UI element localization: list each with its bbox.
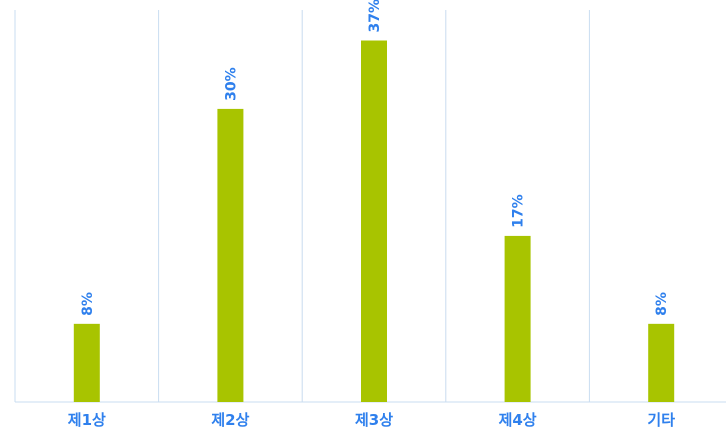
category-label-2: 제2상: [211, 411, 249, 429]
category-label-5: 기타: [647, 411, 675, 429]
data-label-4: 17%: [511, 194, 527, 228]
bars: [73, 40, 675, 403]
category-label-1: 제1상: [68, 411, 106, 429]
data-label-2: 30%: [223, 67, 239, 101]
data-label-1: 8%: [80, 292, 96, 316]
bar-4: [504, 235, 531, 402]
bar-1: [73, 323, 100, 402]
bar-3: [361, 40, 387, 402]
bar-2: [217, 108, 244, 403]
data-label-5: 8%: [654, 292, 670, 316]
bar-5: [648, 323, 675, 402]
category-label-3: 제3상: [355, 411, 393, 429]
data-labels: 8% 30% 37% 17% 8%: [80, 0, 670, 316]
data-label-3: 37%: [367, 0, 383, 33]
category-axis: 제1상 제2상 제3상 제4상 기타: [68, 411, 675, 429]
category-label-4: 제4상: [499, 411, 537, 429]
